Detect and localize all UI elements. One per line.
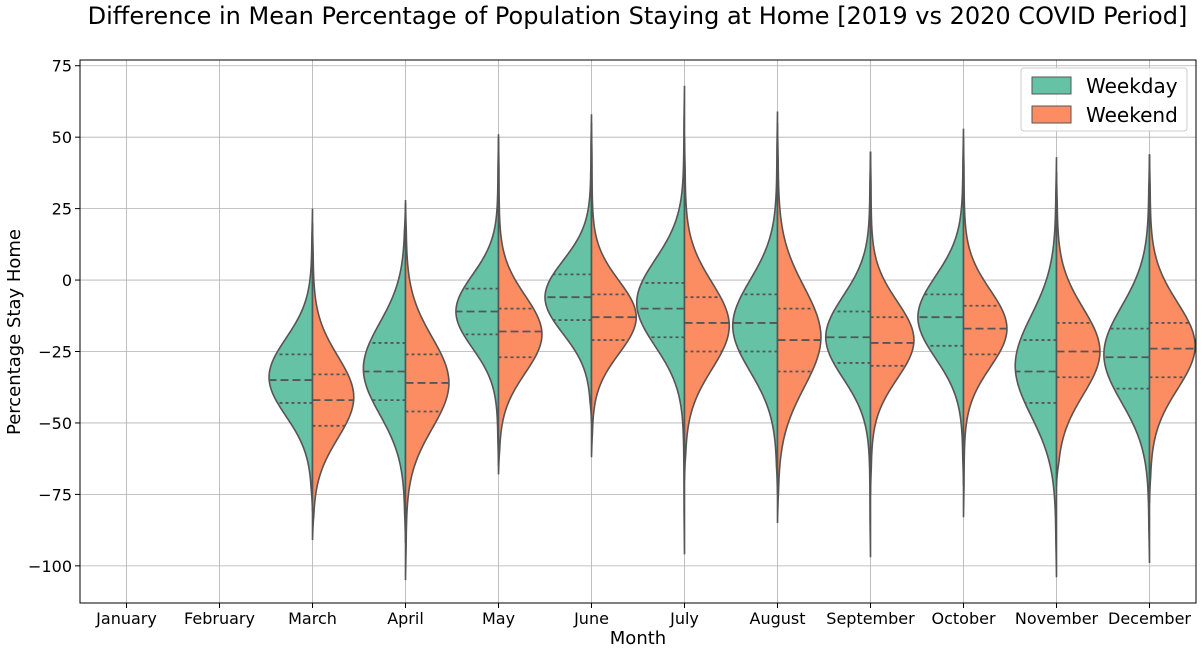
x-tick-label: February [184,609,255,628]
violin-weekday-april [362,202,407,543]
violin-weekday-september [824,151,872,558]
violin-weekend-june [590,122,638,458]
chart-title: Difference in Mean Percentage of Populat… [87,2,1188,30]
y-tick-label: 0 [62,271,72,290]
x-tick-label: October [931,609,995,628]
violin-weekend-march [311,222,355,541]
legend-label-weekend: Weekend [1086,103,1178,127]
y-tick-label: −75 [38,485,72,504]
y-tick-label: −25 [38,343,72,362]
violin-weekend-august [776,122,822,523]
violin-weekend-october [962,137,1008,518]
x-tick-label: January [95,609,157,628]
legend-swatch-weekday [1031,76,1072,95]
x-tick-label: July [669,609,699,628]
legend-swatch-weekend [1031,105,1072,124]
violin-weekend-september [869,151,915,495]
x-tick-label: November [1015,609,1099,628]
y-tick-label: −50 [38,414,72,433]
x-tick-label: August [750,609,806,628]
y-axis-label: Percentage Stay Home [4,229,25,435]
violin-weekend-november [1055,171,1101,486]
violin-weekday-october [917,128,965,486]
axis-layer: 75 50 25 0 −25 −50 −75 −100 January February March… [28,57,1191,628]
legend-label-weekday: Weekday [1086,74,1178,98]
x-axis-label: Month [610,628,666,649]
violin-weekday-may [455,137,500,466]
violin-layer [268,85,1196,581]
x-tick-label: December [1108,609,1191,628]
violin-weekend-december [1148,154,1196,503]
y-tick-label: 50 [52,128,72,147]
x-tick-label: June [573,609,609,628]
y-tick-label: 75 [52,57,72,76]
violin-weekday-december [1103,154,1151,564]
violin-weekday-november [1014,157,1058,578]
y-tick-label: −100 [28,557,72,576]
violin-weekday-august [731,111,779,495]
violin-weekend-april [404,200,450,581]
x-tick-label: September [826,609,915,628]
plot-frame [79,59,1197,604]
x-tick-label: May [482,609,515,628]
violin-weekend-july [683,137,731,481]
violin-weekday-march [268,208,314,512]
y-tick-label: 25 [52,200,72,219]
violin-weekday-june [544,114,593,423]
violin-weekday-july [635,85,686,555]
x-tick-label: April [387,609,424,628]
legend: Weekday Weekend [1020,67,1188,132]
x-tick-label: March [288,609,337,628]
violin-weekend-may [497,134,543,475]
